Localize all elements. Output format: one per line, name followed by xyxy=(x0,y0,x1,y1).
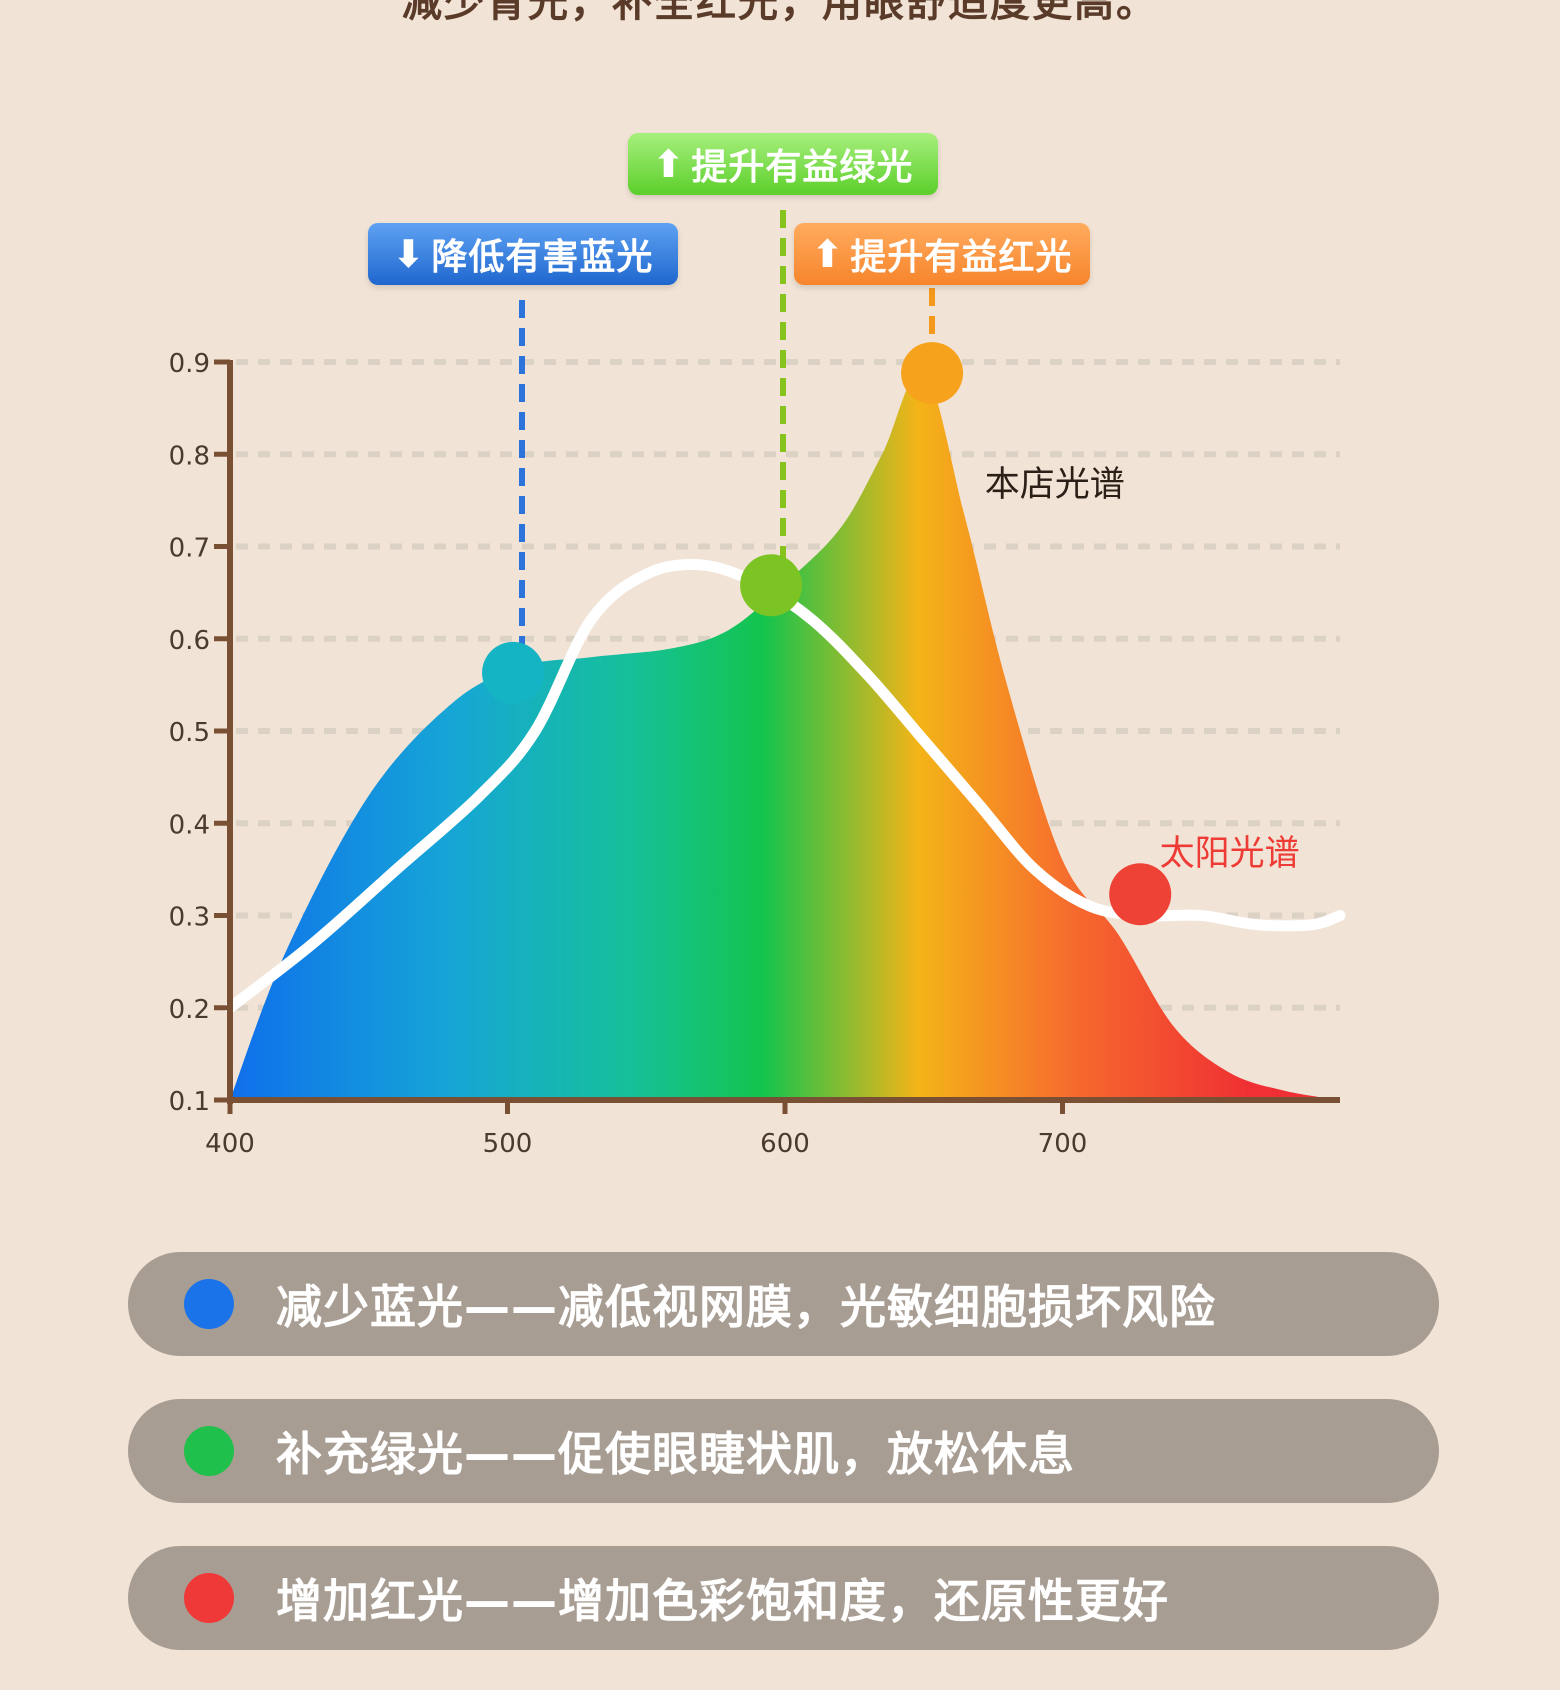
boost-red-light-label: 提升有益红光 xyxy=(850,237,1073,278)
arrow-down-icon: ⬇ xyxy=(392,232,426,276)
blue-dot-icon xyxy=(184,1279,234,1329)
y-tick-label: 0.2 xyxy=(169,995,210,1025)
legend-pill-green: 补充绿光——促使眼睫状肌，放松休息 xyxy=(128,1399,1439,1503)
arrow-up-icon: ⬆ xyxy=(652,142,686,186)
boost-red-light-tag: ⬆ 提升有益红光 xyxy=(794,223,1090,285)
legend-pill-blue: 减少蓝光——减低视网膜，光敏细胞损坏风险 xyxy=(128,1252,1439,1356)
x-tick-label: 700 xyxy=(1038,1129,1088,1159)
spectrum-marker xyxy=(482,641,545,704)
boost-green-light-label: 提升有益绿光 xyxy=(691,147,914,188)
x-tick-label: 600 xyxy=(760,1129,810,1159)
red-dot-icon xyxy=(184,1573,234,1623)
sun-spectrum-line xyxy=(224,558,1346,1014)
legend-pill-text: 补充绿光——促使眼睫状肌，放松休息 xyxy=(276,1427,1075,1481)
spectrum-marker xyxy=(1109,863,1172,926)
spectrum-marker xyxy=(740,554,803,617)
y-tick-label: 0.8 xyxy=(169,441,210,471)
y-tick-label: 0.4 xyxy=(169,810,210,840)
boost-green-light-tag: ⬆ 提升有益绿光 xyxy=(628,133,938,195)
reduce-blue-light-tag: ⬇ 降低有害蓝光 xyxy=(368,223,678,285)
y-tick-label: 0.9 xyxy=(169,349,210,379)
x-tick-label: 500 xyxy=(483,1129,533,1159)
store-spectrum-area xyxy=(230,370,1340,1100)
series-annotation: 太阳光谱 xyxy=(1160,834,1300,874)
arrow-up-icon: ⬆ xyxy=(811,232,845,276)
y-tick-label: 0.6 xyxy=(169,626,210,656)
x-tick-label: 400 xyxy=(205,1129,255,1159)
series-annotation: 本店光谱 xyxy=(985,465,1125,505)
page-headline: 减少青光，补全红光，用眼舒适度更高。 xyxy=(402,0,1158,26)
y-tick-label: 0.3 xyxy=(169,903,210,933)
y-tick-label: 0.5 xyxy=(169,718,210,748)
legend-pill-text: 减少蓝光——减低视网膜，光敏细胞损坏风险 xyxy=(276,1280,1216,1334)
reduce-blue-light-label: 降低有害蓝光 xyxy=(431,237,654,278)
green-dot-icon xyxy=(184,1426,234,1476)
spectrum-marker xyxy=(901,342,964,405)
legend-pill-red: 增加红光——增加色彩饱和度，还原性更好 xyxy=(128,1546,1439,1650)
y-tick-label: 0.7 xyxy=(169,534,210,564)
legend-pill-text: 增加红光——增加色彩饱和度，还原性更好 xyxy=(276,1574,1169,1628)
y-tick-label: 0.1 xyxy=(169,1087,210,1117)
